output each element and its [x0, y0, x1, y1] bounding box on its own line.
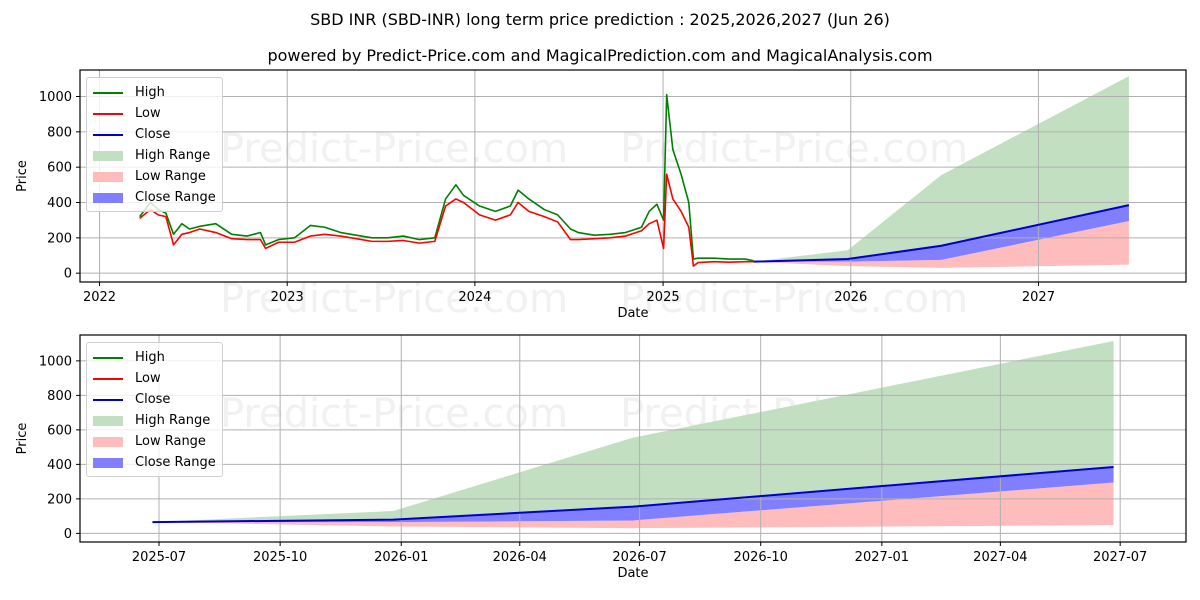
legend-item-close-range: Close Range	[93, 187, 216, 208]
legend-item-high: High	[93, 347, 216, 368]
legend-patch-swatch	[93, 150, 123, 161]
high-range-area	[753, 76, 1129, 262]
x-tick-label: 2025-10	[253, 550, 307, 565]
low-line	[139, 173, 754, 267]
legend-label: Low Range	[135, 169, 206, 184]
legend-patch-swatch	[93, 457, 123, 468]
legend-item-low: Low	[93, 103, 216, 124]
x-tick-label: 2025	[647, 290, 680, 305]
x-tick-label: 2027-04	[973, 550, 1027, 565]
legend-label: High	[135, 85, 165, 100]
legend-item-high-range: High Range	[93, 145, 216, 166]
x-tick-label: 2027-01	[855, 550, 909, 565]
y-tick-label: 400	[47, 196, 72, 211]
legend-patch-swatch	[93, 192, 123, 203]
high-range-area	[152, 341, 1114, 523]
plot-frame	[79, 334, 1187, 543]
x-axis-label: Date	[617, 306, 648, 321]
x-tick-label: 2026-10	[734, 550, 788, 565]
low-range-area	[753, 221, 1129, 268]
legend-patch-swatch	[93, 171, 123, 182]
x-axis-label: Date	[617, 566, 648, 581]
legend-label: High Range	[135, 148, 211, 163]
legend-line-swatch	[93, 377, 123, 380]
legend-label: High Range	[135, 413, 211, 428]
legend-top: High Low Close High Range Low Range Close Ran…	[86, 77, 223, 212]
legend-item-close-range: Close Range	[93, 452, 216, 473]
watermark: Predict-Price.com	[220, 391, 568, 437]
legend-line-swatch	[93, 133, 123, 136]
y-tick-label: 1000	[39, 90, 72, 105]
x-tick-label: 2027-07	[1093, 550, 1147, 565]
legend-label: Close Range	[135, 455, 216, 470]
chart-subtitle: powered by Predict-Price.com and Magical…	[267, 46, 933, 65]
y-axis-label: Price	[15, 423, 30, 455]
legend-label: Close	[135, 392, 171, 407]
legend-item-low-range: Low Range	[93, 431, 216, 452]
legend-item-high: High	[93, 82, 216, 103]
low-range-area	[152, 482, 1114, 529]
legend-item-close: Close	[93, 124, 216, 145]
x-tick-label: 2023	[271, 290, 304, 305]
legend-patch-swatch	[93, 436, 123, 447]
watermark: Predict-Price.com	[220, 276, 568, 322]
y-tick-label: 800	[47, 125, 72, 140]
watermark: Predict-Price.com	[620, 276, 968, 322]
y-tick-label: 1000	[39, 354, 72, 369]
legend-item-close: Close	[93, 389, 216, 410]
x-tick-label: 2024	[458, 290, 491, 305]
y-tick-label: 800	[47, 389, 72, 404]
legend-patch-swatch	[93, 415, 123, 426]
legend-line-swatch	[93, 356, 123, 359]
legend-label: Close	[135, 127, 171, 142]
y-tick-label: 600	[47, 423, 72, 438]
plot-frame	[79, 69, 1187, 283]
legend-item-low-range: Low Range	[93, 166, 216, 187]
legend-line-swatch	[93, 91, 123, 94]
legend-label: High	[135, 350, 165, 365]
legend-label: Low	[135, 371, 161, 386]
legend-item-low: Low	[93, 368, 216, 389]
legend-bottom: High Low Close High Range Low Range Close Ran…	[86, 342, 223, 477]
x-tick-label: 2026	[834, 290, 867, 305]
legend-item-high-range: High Range	[93, 410, 216, 431]
close-range-area	[753, 205, 1129, 262]
grid	[80, 335, 1186, 542]
x-tick-label: 2026-04	[493, 550, 547, 565]
x-tick-label: 2027	[1022, 290, 1055, 305]
x-tick-label: 2022	[83, 290, 116, 305]
close-range-area	[152, 466, 1114, 523]
high-line	[139, 93, 754, 262]
close-line	[152, 465, 1114, 524]
legend-line-swatch	[93, 398, 123, 401]
close-line	[753, 204, 1130, 263]
x-tick-label: 2025-07	[132, 550, 186, 565]
y-tick-label: 200	[47, 231, 72, 246]
legend-label: Low	[135, 106, 161, 121]
y-axis-label: Price	[15, 160, 30, 192]
y-tick-label: 0	[64, 267, 72, 282]
chart-title: SBD INR (SBD-INR) long term price predic…	[310, 10, 890, 29]
x-tick-label: 2026-07	[612, 550, 666, 565]
y-tick-label: 400	[47, 458, 72, 473]
y-tick-label: 200	[47, 492, 72, 507]
x-tick-label: 2026-01	[374, 550, 428, 565]
legend-label: Low Range	[135, 434, 206, 449]
watermark: Predict-Price.com	[220, 126, 568, 172]
y-tick-label: 0	[64, 527, 72, 542]
y-tick-label: 600	[47, 161, 72, 176]
legend-label: Close Range	[135, 190, 216, 205]
legend-line-swatch	[93, 112, 123, 115]
